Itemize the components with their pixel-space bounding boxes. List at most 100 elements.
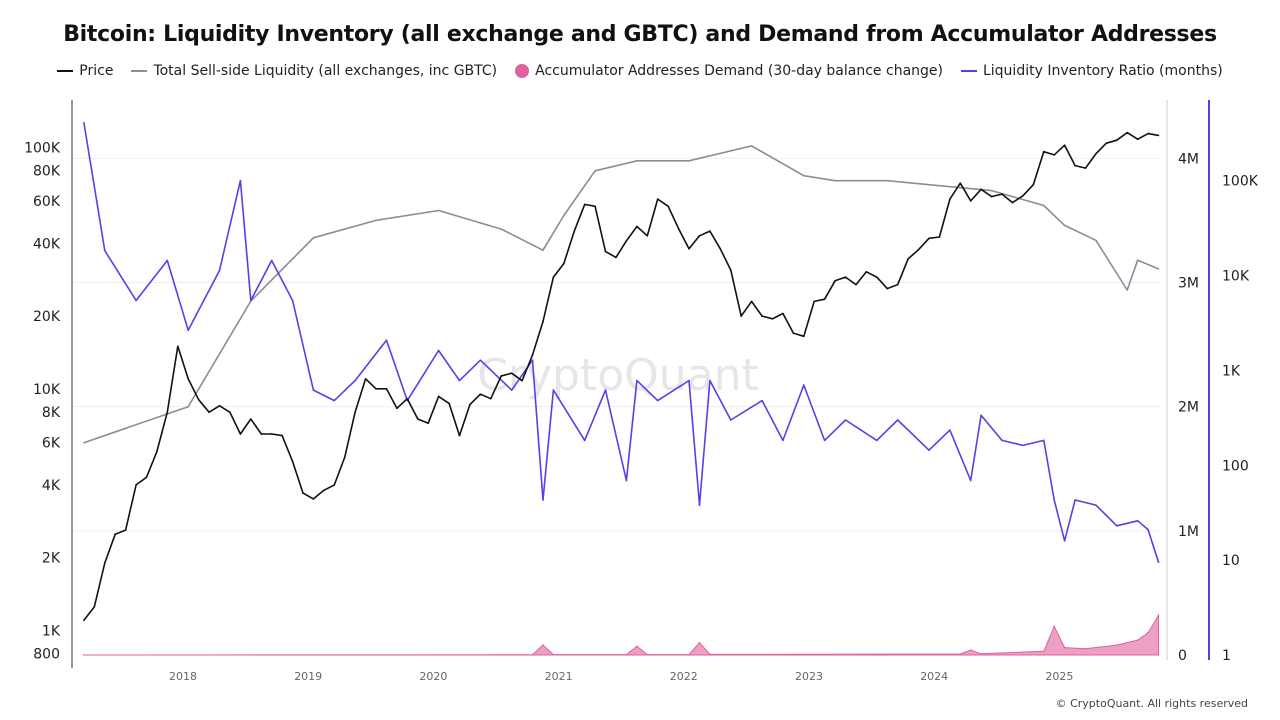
legend-swatch-liquidity (131, 70, 148, 72)
data-point (688, 379, 690, 382)
data-point (239, 433, 242, 435)
data-point (83, 619, 85, 622)
data-point (625, 479, 628, 482)
price-tick-label: 80K (33, 164, 61, 180)
data-point (1063, 224, 1066, 227)
x-tick-label: 2020 (419, 670, 447, 683)
data-point (333, 399, 336, 402)
data-point (479, 359, 482, 362)
data-point (229, 411, 231, 413)
data-point (688, 247, 690, 250)
data-point (583, 203, 586, 206)
data-point (709, 230, 711, 232)
data-point (969, 649, 972, 651)
data-point (1063, 539, 1066, 542)
data-point (1136, 259, 1139, 261)
data-point (1115, 644, 1118, 646)
data-point (896, 283, 899, 286)
legend: Price Total Sell-side Liquidity (all exc… (0, 63, 1280, 79)
data-point (823, 439, 826, 442)
demand-area (83, 613, 1160, 656)
legend-swatch-demand (515, 64, 530, 78)
legend-label: Accumulator Addresses Demand (30-day bal… (535, 63, 943, 79)
data-point (1063, 646, 1066, 649)
data-point (542, 499, 544, 501)
x-tick-label: 2021 (545, 670, 573, 683)
data-point (552, 653, 555, 656)
data-point (938, 184, 941, 187)
data-point (531, 653, 534, 656)
data-point (208, 411, 210, 413)
price-tick-label: 800 (33, 647, 60, 663)
data-point (448, 402, 450, 405)
data-point (729, 269, 732, 271)
data-point (1095, 239, 1097, 242)
data-point (364, 377, 367, 380)
data-point (886, 179, 889, 182)
data-point (354, 379, 356, 382)
data-point (907, 258, 909, 260)
data-point (1053, 154, 1055, 156)
legend-item-price[interactable]: Price (57, 63, 113, 79)
data-point (437, 395, 440, 398)
price-tick-label: 4K (42, 478, 61, 494)
data-point (542, 644, 544, 646)
data-point (844, 276, 847, 278)
data-point (542, 249, 544, 252)
legend-item-ratio[interactable]: Liquidity Inventory Ratio (months) (960, 63, 1223, 79)
data-point (385, 339, 388, 342)
data-point (176, 345, 179, 348)
price-tick-label: 6K (42, 435, 61, 451)
data-point (323, 489, 325, 492)
data-point (1105, 142, 1108, 144)
data-point (1001, 193, 1003, 195)
data-point (114, 533, 116, 535)
price-tick-label: 8K (42, 405, 61, 421)
data-point (1001, 439, 1003, 442)
data-point (1136, 519, 1139, 522)
data-point (688, 160, 690, 162)
data-point (782, 439, 784, 442)
data-point (93, 606, 96, 608)
data-point (166, 259, 169, 262)
data-point (531, 359, 534, 362)
data-point (625, 240, 628, 242)
data-point (1136, 639, 1139, 641)
ratio-tick-label: 10 (1222, 553, 1240, 569)
data-point (437, 349, 440, 352)
data-point (1115, 139, 1118, 142)
data-point (239, 179, 242, 182)
data-point (990, 195, 993, 198)
data-point (938, 236, 941, 238)
data-point (260, 433, 263, 435)
x-tick-label: 2019 (294, 670, 322, 683)
series-price (83, 131, 1160, 622)
data-point (291, 460, 294, 463)
data-point (1147, 528, 1149, 531)
data-point (563, 214, 565, 217)
data-point (166, 411, 169, 413)
chart-title: Bitcoin: Liquidity Inventory (all exchan… (63, 22, 1217, 47)
data-point (594, 169, 596, 172)
liquidity-tick-label: 3M (1178, 276, 1199, 292)
data-point (124, 529, 127, 531)
data-point (844, 419, 847, 421)
data-point (949, 198, 951, 200)
data-point (302, 492, 304, 494)
data-point (1147, 631, 1149, 634)
x-tick-label: 2022 (670, 670, 698, 683)
legend-item-demand[interactable]: Accumulator Addresses Demand (30-day bal… (515, 63, 943, 79)
data-point (510, 389, 513, 391)
data-point (834, 179, 836, 182)
data-point (949, 429, 951, 431)
data-point (823, 298, 826, 300)
data-point (500, 375, 503, 377)
legend-item-liquidity[interactable]: Total Sell-side Liquidity (all exchanges… (131, 63, 497, 79)
data-point (646, 653, 649, 656)
data-point (552, 389, 555, 391)
data-point (291, 299, 294, 302)
data-point (375, 219, 377, 222)
data-point (1147, 132, 1149, 135)
price-tick-label: 100K (24, 140, 61, 156)
data-point (416, 418, 419, 420)
